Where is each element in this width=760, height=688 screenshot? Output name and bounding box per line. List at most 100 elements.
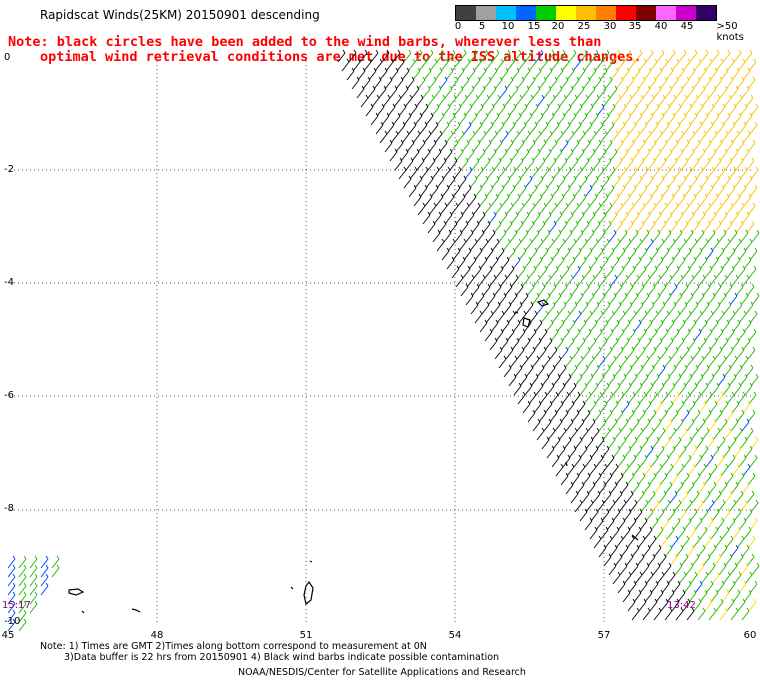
wind-barb <box>625 490 634 504</box>
wind-barb <box>663 292 672 306</box>
wind-barb <box>722 382 731 396</box>
wind-barb <box>502 238 511 252</box>
wind-barb <box>745 427 754 441</box>
wind-barb <box>689 508 698 522</box>
legend-label: >50 knots <box>716 21 744 43</box>
wind-barb <box>721 526 730 540</box>
wind-barb <box>683 454 692 468</box>
wind-barb <box>725 535 734 549</box>
wind-barb <box>699 526 708 540</box>
wind-barb <box>655 319 664 333</box>
map-title: Rapidscat Winds(25KM) 20150901 descendin… <box>40 8 320 22</box>
wind-barb <box>721 256 730 270</box>
legend-swatch <box>656 6 676 20</box>
wind-barb <box>400 85 409 99</box>
wind-barb <box>582 76 591 90</box>
wind-barb <box>379 67 388 81</box>
wind-barb <box>480 49 489 63</box>
wind-barb <box>692 202 701 216</box>
wind-barb <box>549 346 558 360</box>
wind-barb <box>653 148 662 162</box>
wind-barb <box>688 319 697 333</box>
wind-barb <box>588 67 597 81</box>
wind-barb <box>692 409 701 423</box>
wind-barb <box>595 247 604 261</box>
wind-barb <box>728 373 737 387</box>
wind-barb <box>638 58 647 72</box>
wind-barb <box>472 139 481 153</box>
wind-barb <box>709 337 718 351</box>
wind-barb <box>658 157 667 171</box>
wind-barb <box>693 328 702 342</box>
wind-barb <box>604 472 613 486</box>
wind-barb <box>562 247 571 261</box>
wind-barb <box>490 319 499 333</box>
wind-barb <box>543 148 552 162</box>
wind-barb <box>457 193 466 207</box>
wind-barb <box>695 499 704 513</box>
wind-barb <box>623 238 632 252</box>
wind-barb <box>667 508 676 522</box>
wind-barb <box>507 310 516 324</box>
wind-barb <box>494 139 503 153</box>
wind-barb <box>736 535 745 549</box>
wind-barb <box>590 445 599 459</box>
wind-barb <box>593 76 602 90</box>
wind-barb <box>686 274 695 288</box>
wind-barb <box>644 193 653 207</box>
wind-barb <box>651 103 660 117</box>
wind-barb <box>665 130 674 144</box>
wind-barb <box>609 274 618 288</box>
wind-barb <box>714 535 723 549</box>
wind-barb <box>638 598 647 612</box>
wind-barb <box>645 112 654 126</box>
wind-barb <box>559 157 568 171</box>
wind-barb <box>716 184 725 198</box>
wind-barb <box>655 256 664 270</box>
wind-barb <box>506 328 515 342</box>
wind-barb <box>531 229 540 243</box>
wind-barb <box>638 391 647 405</box>
wind-barb <box>688 589 697 603</box>
wind-barb <box>596 166 605 180</box>
wind-barb <box>496 121 505 135</box>
wind-barb <box>660 58 669 72</box>
wind-barb <box>491 112 500 126</box>
wind-barb <box>703 76 712 90</box>
wind-barb <box>699 193 708 207</box>
wind-barb <box>733 508 742 522</box>
wind-barb <box>532 274 541 288</box>
wind-barb <box>731 337 740 351</box>
wind-barb <box>653 418 662 432</box>
wind-barb <box>537 283 546 297</box>
wind-barb <box>370 49 379 63</box>
wind-barb <box>649 328 658 342</box>
wind-barb <box>417 139 426 153</box>
wind-barb <box>414 49 423 63</box>
wind-barb <box>639 454 648 468</box>
wind-barb <box>646 427 655 441</box>
wind-barb <box>698 130 707 144</box>
wind-barb <box>579 445 588 459</box>
wind-barb <box>747 76 756 90</box>
wind-barb <box>737 598 746 612</box>
wind-barb <box>648 535 657 549</box>
wind-barb <box>598 148 607 162</box>
wind-barb <box>643 130 652 144</box>
wind-barb <box>625 553 634 567</box>
wind-barb <box>694 310 703 324</box>
wind-barb <box>614 157 623 171</box>
wind-barb <box>604 202 613 216</box>
wind-barb <box>732 193 741 207</box>
wind-barb <box>29 564 38 578</box>
wind-barb <box>595 517 604 531</box>
wind-barb <box>682 265 691 279</box>
wind-barb <box>530 373 539 387</box>
legend-swatch <box>576 6 596 20</box>
wind-barb <box>508 103 517 117</box>
wind-barb <box>485 184 494 198</box>
wind-barb <box>585 166 594 180</box>
wind-barb <box>650 517 659 531</box>
wind-barb <box>522 67 531 81</box>
wind-barb <box>714 346 723 360</box>
